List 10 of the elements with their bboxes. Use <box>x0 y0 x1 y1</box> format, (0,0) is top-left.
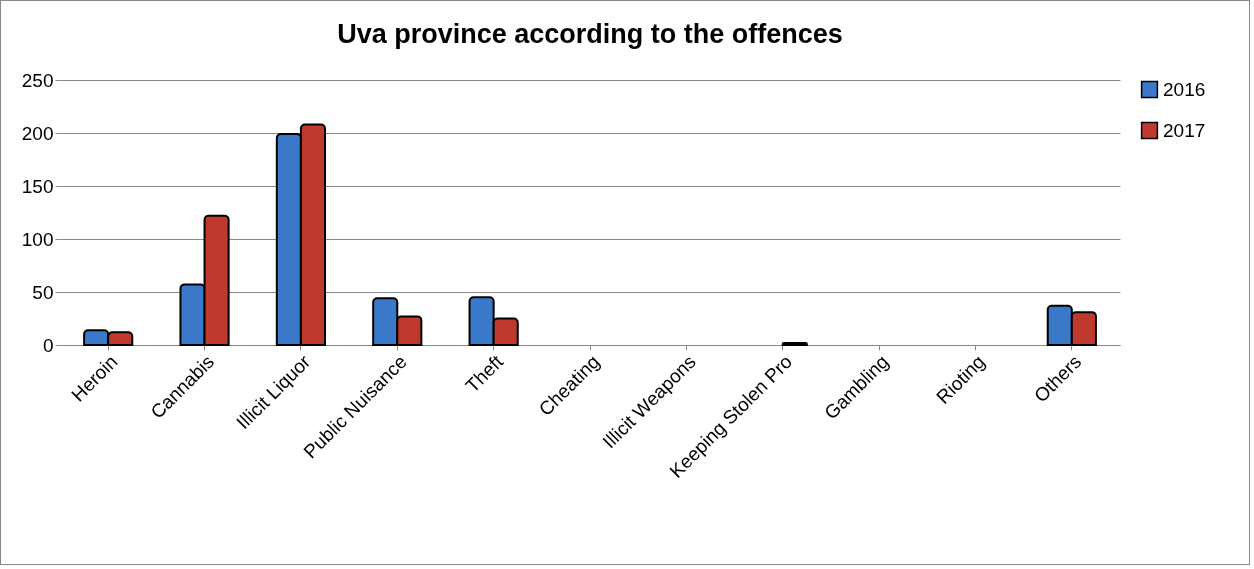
y-tick-label: 100 <box>21 228 54 250</box>
y-tick-label: 150 <box>21 175 54 197</box>
chart-title: Uva province according to the offences <box>337 19 843 49</box>
y-tick-label: 250 <box>21 69 54 91</box>
legend-label: 2016 <box>1163 78 1206 100</box>
bar <box>781 341 808 346</box>
legend-label: 2017 <box>1163 119 1206 141</box>
y-tick-label: 200 <box>21 122 54 144</box>
y-tick-label: 0 <box>42 334 54 356</box>
y-tick-label: 50 <box>32 281 54 303</box>
